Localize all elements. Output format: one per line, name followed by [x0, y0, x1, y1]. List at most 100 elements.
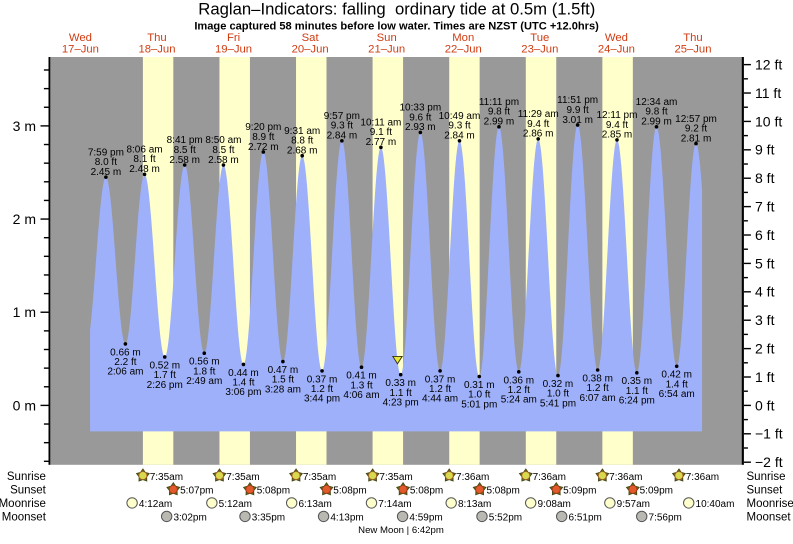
- svg-text:18–Jun: 18–Jun: [138, 43, 175, 55]
- svg-text:Sun: Sun: [377, 32, 397, 44]
- svg-text:4:13pm: 4:13pm: [330, 513, 363, 524]
- svg-text:5:41 pm: 5:41 pm: [540, 398, 576, 409]
- svg-text:Wed: Wed: [69, 32, 92, 44]
- svg-text:4:12am: 4:12am: [139, 499, 172, 510]
- svg-text:2.72 m: 2.72 m: [248, 142, 279, 153]
- svg-text:3 ft: 3 ft: [755, 312, 775, 328]
- svg-text:7:56pm: 7:56pm: [649, 513, 682, 524]
- svg-text:2 ft: 2 ft: [755, 341, 775, 357]
- svg-text:5:07pm: 5:07pm: [180, 486, 213, 497]
- svg-text:2 m: 2 m: [13, 211, 36, 227]
- svg-text:24–Jun: 24–Jun: [598, 43, 635, 55]
- svg-text:5:09pm: 5:09pm: [640, 486, 673, 497]
- svg-text:Tue: Tue: [530, 32, 549, 44]
- svg-text:2.84 m: 2.84 m: [444, 131, 475, 142]
- svg-text:4:44 am: 4:44 am: [422, 394, 458, 405]
- svg-text:12 ft: 12 ft: [755, 57, 782, 73]
- svg-text:4 ft: 4 ft: [755, 284, 775, 300]
- svg-text:10 ft: 10 ft: [755, 113, 782, 129]
- svg-text:2.99 m: 2.99 m: [641, 117, 672, 128]
- svg-text:19–Jun: 19–Jun: [215, 43, 252, 55]
- svg-text:Sat: Sat: [302, 32, 320, 44]
- svg-text:Moonset: Moonset: [747, 512, 792, 524]
- svg-text:11 ft: 11 ft: [755, 85, 781, 101]
- svg-text:Raglan–Indicators: falling or: Raglan–Indicators: falling ordinary tide…: [198, 0, 595, 19]
- svg-text:22–Jun: 22–Jun: [445, 43, 482, 55]
- svg-text:5 ft: 5 ft: [755, 255, 775, 271]
- svg-text:25–Jun: 25–Jun: [674, 43, 711, 55]
- svg-text:5:52pm: 5:52pm: [489, 513, 522, 524]
- svg-text:5:12am: 5:12am: [219, 499, 252, 510]
- svg-text:5:01 pm: 5:01 pm: [461, 399, 497, 410]
- svg-text:6:13am: 6:13am: [298, 499, 331, 510]
- svg-text:2.58 m: 2.58 m: [208, 155, 239, 166]
- svg-text:2.68 m: 2.68 m: [287, 146, 318, 157]
- svg-text:9:57am: 9:57am: [617, 499, 650, 510]
- svg-text:Sunrise: Sunrise: [7, 471, 46, 483]
- svg-text:3.01 m: 3.01 m: [562, 115, 593, 126]
- svg-text:New Moon | 6:42pm: New Moon | 6:42pm: [358, 525, 444, 536]
- svg-text:1 ft: 1 ft: [755, 369, 775, 385]
- svg-text:5:24 am: 5:24 am: [501, 395, 537, 406]
- svg-text:Sunset: Sunset: [747, 485, 784, 497]
- svg-text:6:24 pm: 6:24 pm: [619, 396, 655, 407]
- svg-text:4:59pm: 4:59pm: [409, 513, 442, 524]
- svg-text:5:08pm: 5:08pm: [333, 486, 366, 497]
- svg-text:0 m: 0 m: [13, 397, 36, 413]
- svg-text:2:06 am: 2:06 am: [107, 367, 143, 378]
- svg-text:Sunset: Sunset: [10, 485, 47, 497]
- svg-text:7:36am: 7:36am: [456, 472, 489, 483]
- svg-text:5:08pm: 5:08pm: [410, 486, 443, 497]
- svg-text:2.85 m: 2.85 m: [602, 130, 633, 141]
- svg-text:3:28 am: 3:28 am: [265, 384, 301, 395]
- svg-text:Image captured 58 minutes befo: Image captured 58 minutes before low wat…: [194, 20, 599, 32]
- svg-text:2.45 m: 2.45 m: [91, 167, 122, 178]
- svg-text:−2 ft: −2 ft: [755, 454, 783, 470]
- svg-text:2.58 m: 2.58 m: [169, 155, 200, 166]
- svg-text:3:44 pm: 3:44 pm: [304, 394, 340, 405]
- svg-text:2.99 m: 2.99 m: [484, 117, 515, 128]
- svg-text:7:35am: 7:35am: [303, 472, 336, 483]
- svg-text:7:36am: 7:36am: [533, 472, 566, 483]
- svg-text:−1 ft: −1 ft: [755, 426, 783, 442]
- svg-text:2.48 m: 2.48 m: [129, 164, 160, 175]
- svg-text:Fri: Fri: [227, 32, 240, 44]
- svg-text:6 ft: 6 ft: [755, 227, 775, 243]
- svg-text:8 ft: 8 ft: [755, 170, 775, 186]
- svg-text:Moonrise: Moonrise: [0, 498, 46, 510]
- svg-text:5:09pm: 5:09pm: [563, 486, 596, 497]
- svg-text:7:35am: 7:35am: [379, 472, 412, 483]
- svg-text:2:26 pm: 2:26 pm: [147, 380, 183, 391]
- svg-text:2.84 m: 2.84 m: [327, 131, 358, 142]
- svg-text:20–Jun: 20–Jun: [292, 43, 329, 55]
- svg-text:7:36am: 7:36am: [609, 472, 642, 483]
- svg-text:2:49 am: 2:49 am: [186, 376, 222, 387]
- svg-text:3:35pm: 3:35pm: [252, 513, 285, 524]
- svg-text:3:02pm: 3:02pm: [173, 513, 206, 524]
- svg-text:4:23 pm: 4:23 pm: [383, 397, 419, 408]
- svg-text:5:08pm: 5:08pm: [257, 486, 290, 497]
- svg-text:Sunrise: Sunrise: [747, 471, 786, 483]
- svg-text:9 ft: 9 ft: [755, 142, 775, 158]
- svg-text:4:06 am: 4:06 am: [343, 390, 379, 401]
- svg-text:10:40am: 10:40am: [696, 499, 735, 510]
- svg-text:3 m: 3 m: [13, 118, 36, 134]
- svg-text:Wed: Wed: [605, 32, 628, 44]
- svg-text:2.77 m: 2.77 m: [366, 137, 397, 148]
- svg-text:Moonrise: Moonrise: [747, 498, 793, 510]
- svg-text:6:07 am: 6:07 am: [580, 393, 616, 404]
- svg-text:0 ft: 0 ft: [755, 397, 775, 413]
- svg-text:Moonset: Moonset: [2, 512, 47, 524]
- svg-text:7:14am: 7:14am: [378, 499, 411, 510]
- svg-text:7 ft: 7 ft: [755, 199, 775, 215]
- svg-text:Mon: Mon: [452, 32, 474, 44]
- svg-text:1 m: 1 m: [13, 304, 36, 320]
- svg-text:5:08pm: 5:08pm: [486, 486, 519, 497]
- svg-text:3:06 pm: 3:06 pm: [225, 387, 261, 398]
- svg-text:6:54 am: 6:54 am: [659, 389, 695, 400]
- svg-text:7:35am: 7:35am: [150, 472, 183, 483]
- svg-text:Thu: Thu: [147, 32, 166, 44]
- svg-text:17–Jun: 17–Jun: [62, 43, 99, 55]
- svg-text:23–Jun: 23–Jun: [521, 43, 558, 55]
- svg-text:7:35am: 7:35am: [226, 472, 259, 483]
